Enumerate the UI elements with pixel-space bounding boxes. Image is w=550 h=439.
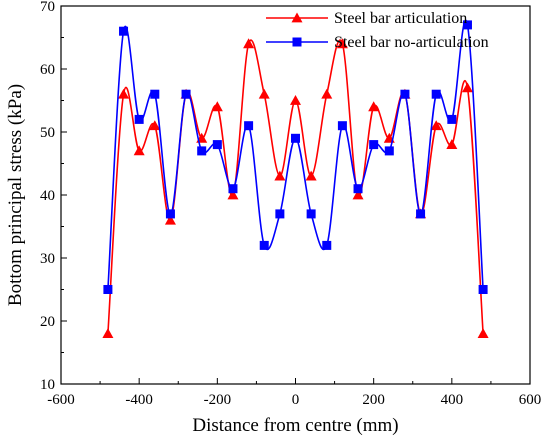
x-tick-label: -200 — [204, 392, 232, 408]
y-tick-label: 40 — [40, 188, 55, 204]
legend-marker — [292, 37, 302, 47]
data-point — [149, 120, 161, 131]
x-tick-label: 400 — [441, 392, 464, 408]
data-point — [165, 209, 175, 219]
data-point — [274, 170, 286, 181]
series-1 — [102, 38, 489, 338]
x-axis-title: Distance from centre (mm) — [192, 415, 398, 436]
data-point — [336, 38, 348, 49]
y-tick-label: 20 — [40, 314, 55, 330]
x-tick-label: 0 — [292, 392, 300, 408]
x-tick-label: 200 — [362, 392, 385, 408]
data-point — [369, 140, 379, 150]
x-tick-label: -600 — [47, 392, 75, 408]
data-point — [118, 88, 130, 99]
data-point — [212, 140, 222, 150]
data-point — [477, 328, 489, 338]
data-point — [275, 209, 285, 219]
data-point — [321, 88, 333, 99]
data-point — [322, 240, 332, 250]
x-tick-label: -400 — [125, 392, 153, 408]
data-point — [462, 20, 472, 30]
legend-marker — [291, 12, 303, 23]
data-point — [447, 114, 457, 124]
data-point — [353, 184, 363, 194]
data-point — [478, 285, 488, 294]
data-point — [103, 285, 113, 294]
data-point — [211, 101, 223, 112]
data-point — [181, 89, 191, 99]
data-point — [461, 82, 473, 93]
data-point — [337, 121, 347, 131]
data-point — [227, 189, 239, 200]
legend-label: Steel bar no-articulation — [334, 34, 489, 51]
data-point — [306, 209, 316, 219]
data-point — [228, 184, 238, 194]
data-point — [352, 189, 364, 200]
legend: Steel bar articulation Steel bar no-artic… — [266, 10, 489, 51]
data-point — [290, 95, 301, 105]
data-point — [259, 240, 269, 250]
x-tick-label: 600 — [519, 392, 542, 408]
data-point — [119, 26, 129, 36]
y-tick-label: 10 — [40, 377, 55, 393]
y-tick-label: 60 — [40, 62, 55, 78]
data-point — [416, 209, 426, 219]
data-point — [134, 114, 144, 124]
data-point — [446, 139, 458, 149]
data-point — [400, 89, 410, 99]
legend-item: Steel bar articulation — [266, 10, 467, 27]
data-point — [243, 38, 255, 49]
legend-label: Steel bar articulation — [334, 10, 467, 27]
data-point — [431, 89, 441, 99]
y-axis-title: Bottom principal stress (kPa) — [5, 84, 26, 306]
data-point — [291, 133, 300, 143]
data-point — [164, 214, 176, 225]
data-point — [197, 146, 207, 156]
data-point — [258, 88, 270, 99]
y-tick-label: 50 — [40, 125, 55, 141]
y-tick-label: 30 — [40, 251, 55, 267]
axes-layer: -600 -400 -200 0 200 400 600 10 20 30 40 50 60 70 — [40, 0, 541, 408]
data-point — [305, 170, 317, 181]
y-tick-label: 70 — [40, 0, 55, 15]
data-point — [368, 101, 380, 112]
data-point — [133, 145, 145, 156]
legend-item: Steel bar no-articulation — [266, 34, 489, 51]
data-point — [244, 121, 254, 131]
data-point — [150, 89, 160, 99]
series-2 — [103, 19, 488, 294]
data-point — [384, 146, 394, 156]
series-layer — [102, 19, 489, 338]
data-point — [102, 328, 114, 338]
data-point — [430, 120, 442, 131]
